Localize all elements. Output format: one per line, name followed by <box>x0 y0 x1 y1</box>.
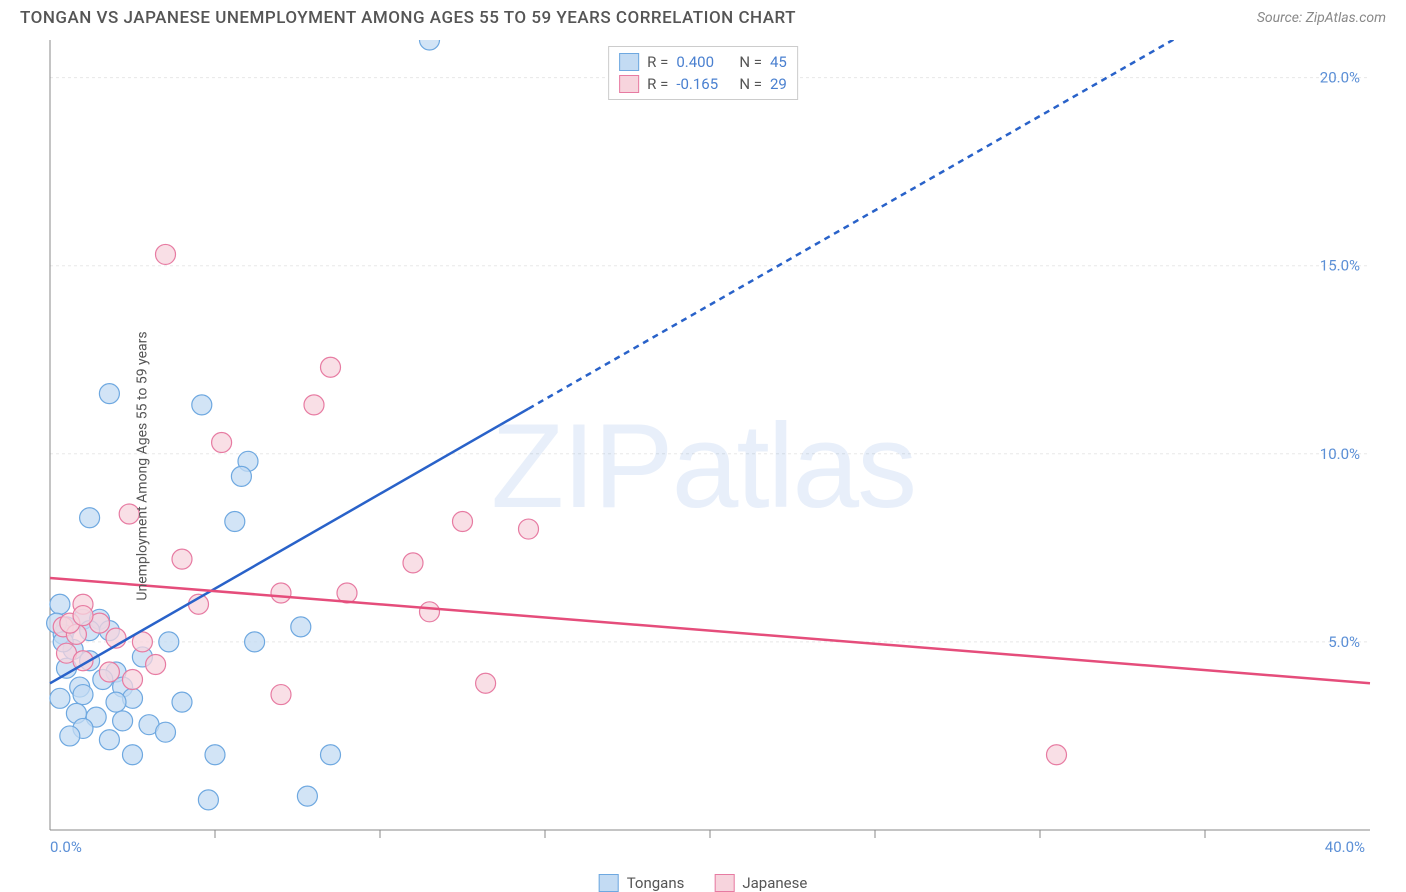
svg-text:0.0%: 0.0% <box>50 838 82 856</box>
n-label: N = <box>739 75 762 93</box>
r-value-japanese: -0.165 <box>676 75 731 93</box>
legend-series: Tongans Japanese <box>599 874 808 892</box>
r-label: R = <box>647 53 668 71</box>
legend-item-tongans: Tongans <box>599 874 685 892</box>
legend-label-japanese: Japanese <box>742 874 807 892</box>
svg-text:40.0%: 40.0% <box>1325 838 1365 856</box>
chart-title: TONGAN VS JAPANESE UNEMPLOYMENT AMONG AG… <box>20 8 796 28</box>
y-axis-label: Unemployment Among Ages 55 to 59 years <box>135 331 151 600</box>
legend-row-japanese: R = -0.165 N = 29 <box>619 73 787 95</box>
title-bar: TONGAN VS JAPANESE UNEMPLOYMENT AMONG AG… <box>0 0 1406 32</box>
chart-container: Unemployment Among Ages 55 to 59 years 5… <box>0 40 1406 892</box>
n-label: N = <box>739 53 762 71</box>
legend-swatch-icon <box>599 874 619 892</box>
r-label: R = <box>647 75 668 93</box>
legend-label-tongans: Tongans <box>627 874 685 892</box>
r-value-tongans: 0.400 <box>676 53 731 71</box>
source-label: Source: ZipAtlas.com <box>1257 10 1386 26</box>
svg-text:5.0%: 5.0% <box>1328 633 1360 651</box>
n-value-tongans: 45 <box>770 53 787 71</box>
legend-correlation: R = 0.400 N = 45 R = -0.165 N = 29 <box>608 46 798 100</box>
legend-swatch-japanese <box>619 75 639 93</box>
legend-item-japanese: Japanese <box>714 874 807 892</box>
svg-text:15.0%: 15.0% <box>1320 257 1360 275</box>
n-value-japanese: 29 <box>770 75 787 93</box>
svg-text:20.0%: 20.0% <box>1320 69 1360 87</box>
legend-swatch-tongans <box>619 53 639 71</box>
correlation-chart: 5.0% 10.0% 15.0% 20.0% 0.0% 40.0% <box>0 40 1406 860</box>
legend-row-tongans: R = 0.400 N = 45 <box>619 51 787 73</box>
svg-text:10.0%: 10.0% <box>1320 445 1360 463</box>
legend-swatch-icon <box>714 874 734 892</box>
